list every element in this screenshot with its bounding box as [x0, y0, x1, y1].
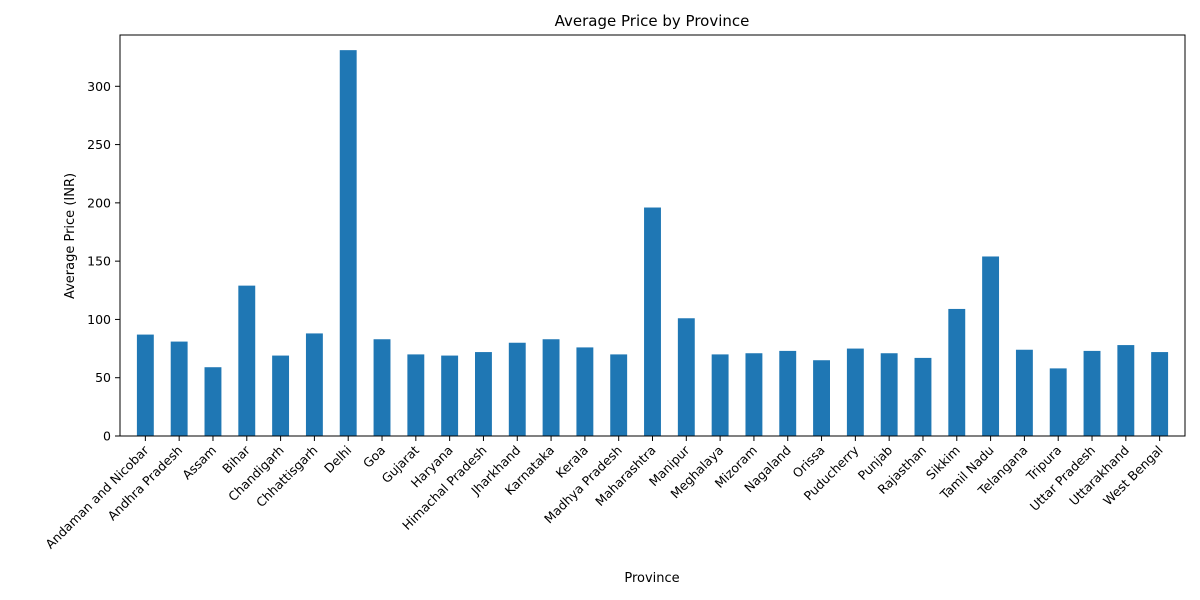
- x-tick-label: Goa: [360, 443, 388, 471]
- y-tick-label: 0: [103, 429, 111, 444]
- bar: [982, 256, 1000, 436]
- plot-frame: [119, 34, 1186, 437]
- bar: [204, 367, 222, 436]
- bar: [779, 350, 797, 436]
- bar: [1049, 368, 1067, 436]
- bar: [136, 334, 154, 436]
- bar: [508, 342, 526, 436]
- x-axis-label: Province: [624, 571, 679, 586]
- bar: [1083, 350, 1101, 436]
- bar: [475, 352, 492, 436]
- bar: [576, 347, 594, 436]
- bar: [880, 353, 898, 436]
- bar: [542, 339, 560, 436]
- bar: [846, 348, 864, 436]
- y-axis: 0 50 100 150 200 250 300: [87, 79, 120, 444]
- bar: [914, 357, 932, 436]
- bar: [339, 50, 357, 437]
- bar: [1117, 345, 1135, 436]
- y-tick-label: 50: [95, 370, 111, 385]
- bar: [305, 333, 323, 436]
- bar: [711, 354, 729, 436]
- bar: [441, 355, 459, 436]
- bar: [373, 339, 391, 436]
- bar: [170, 341, 188, 436]
- bar: [745, 353, 763, 436]
- y-axis-label: Average Price (INR): [63, 173, 78, 299]
- x-tick-label: Delhi: [321, 443, 354, 476]
- y-tick-label: 200: [87, 195, 111, 210]
- bar: [1151, 352, 1169, 436]
- bar: [1015, 349, 1033, 436]
- bars-layer: [136, 50, 1169, 437]
- y-tick-label: 150: [87, 254, 111, 269]
- x-tick-label: West Bengal: [1100, 443, 1166, 509]
- bar: [813, 360, 830, 436]
- bar: [272, 355, 290, 436]
- x-tick-label: Assam: [179, 443, 219, 483]
- bar: [610, 354, 628, 436]
- y-tick-label: 250: [87, 137, 111, 152]
- y-tick-label: 300: [87, 79, 111, 94]
- bar: [407, 354, 425, 436]
- bar: [644, 207, 661, 436]
- bar: [238, 285, 256, 437]
- bar: [948, 308, 966, 436]
- chart-title: Average Price by Province: [555, 12, 750, 30]
- bar: [677, 318, 695, 436]
- y-tick-label: 100: [87, 312, 111, 327]
